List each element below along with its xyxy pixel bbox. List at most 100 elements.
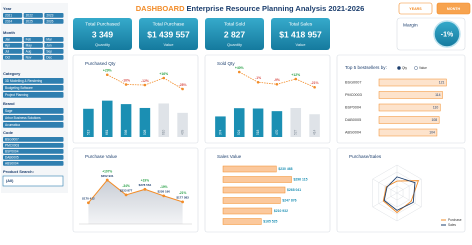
filter-item-label[interactable]: Nov [26, 55, 32, 59]
filter-item-label[interactable]: May [26, 43, 32, 47]
kpi-title: Total Sales [289, 21, 313, 27]
bar [139, 107, 151, 137]
view-button[interactable] [436, 2, 471, 15]
filter-item[interactable] [44, 37, 64, 42]
view-button[interactable] [398, 2, 433, 15]
bar-value-label: 414 [312, 129, 316, 135]
radar-spoke [396, 178, 422, 194]
kpi-card [271, 18, 330, 50]
filter-label: Year [3, 6, 12, 11]
filter-item-label[interactable]: 2022 [26, 13, 33, 17]
filter-item-label[interactable]: Feb [26, 37, 32, 41]
filter-item[interactable] [3, 122, 64, 128]
filter-item-label[interactable]: Project Planning [5, 93, 28, 97]
kpi-value: $1 418 957 [279, 29, 322, 39]
filter-item[interactable] [3, 49, 23, 54]
filter-item-label[interactable]: 2023 [46, 13, 53, 17]
filter-item-label[interactable]: Aug [26, 49, 32, 53]
filter-item-label[interactable]: Acumatica [5, 123, 20, 127]
filter-label: Brand [3, 101, 15, 106]
filter-item-label[interactable]: DAB0005 [5, 155, 19, 159]
filter-item-label[interactable]: Mar [46, 37, 52, 41]
filter-item[interactable] [3, 115, 64, 121]
growth-point [294, 77, 298, 81]
chart-title: Purchased Qty [85, 61, 116, 66]
filter-item-label[interactable]: Arbor Business Solutions [5, 116, 41, 120]
filter-item-label[interactable]: 2025 [26, 19, 33, 23]
filter-item[interactable] [3, 85, 64, 91]
option-label[interactable]: Qty [402, 66, 407, 70]
kpi-unit: Quantity [227, 42, 242, 47]
filter-item-label[interactable]: PMC0003 [5, 143, 19, 147]
kpi-card [73, 18, 132, 50]
filter-item[interactable] [44, 49, 64, 54]
filter-item[interactable] [3, 143, 64, 148]
filter-item-label[interactable]: 2024 [5, 19, 12, 23]
filter-item[interactable] [3, 55, 23, 60]
point [162, 194, 166, 198]
filter-item[interactable] [3, 43, 23, 48]
bar-value-label: 518 [256, 129, 260, 135]
filter-item-label[interactable]: Oct [5, 55, 10, 59]
view-button-label[interactable]: YEARS [409, 7, 422, 11]
filter-item[interactable] [3, 92, 64, 98]
filter-item[interactable] [44, 19, 64, 24]
search-value[interactable]: (All) [6, 179, 14, 183]
filter-item-label[interactable]: BSP0004 [5, 149, 19, 153]
filter-item[interactable] [44, 55, 64, 60]
filter-item[interactable] [3, 161, 64, 166]
filter-item-label[interactable]: Jan [5, 37, 10, 41]
filter-item[interactable] [3, 149, 64, 154]
filter-item[interactable] [3, 78, 64, 84]
view-button-label[interactable]: MONTH [447, 7, 461, 11]
filter-item[interactable] [3, 137, 64, 142]
option-label[interactable]: Value [419, 66, 427, 70]
chart-title: Sales Value [217, 154, 242, 159]
filter-item[interactable] [23, 19, 43, 24]
filter-item-label[interactable]: 3D Modelling & Rendering [5, 79, 42, 83]
growth-label: +29% [103, 69, 112, 73]
filter-item-label[interactable]: Jun [46, 43, 51, 47]
filter-item-label[interactable]: Dec [46, 55, 52, 59]
filter-item[interactable] [23, 55, 43, 60]
filter-item-label[interactable]: BSG0007 [5, 137, 19, 141]
filter-item[interactable] [23, 43, 43, 48]
bar-value-label: 513 [86, 129, 90, 135]
option-radio[interactable] [397, 66, 401, 70]
filter-item[interactable] [23, 37, 43, 42]
filter-item[interactable] [44, 43, 64, 48]
bar [378, 116, 440, 124]
kpi-unit: Value [296, 42, 307, 47]
growth-label: -12% [141, 79, 149, 83]
bar [290, 108, 302, 137]
option-radio[interactable] [414, 66, 418, 70]
change-label: -19% [160, 185, 168, 189]
filter-item[interactable] [3, 13, 23, 18]
filter-item-label[interactable]: 2026 [46, 19, 53, 23]
filter-item[interactable] [3, 19, 23, 24]
filter-item-label[interactable]: Sage [5, 109, 13, 113]
filter-item-label[interactable]: 2021 [5, 13, 12, 17]
filter-item[interactable] [23, 13, 43, 18]
growth-label: +12% [291, 73, 300, 77]
bar-value-label: 104 [429, 131, 435, 135]
bar [222, 176, 292, 183]
filter-item[interactable] [3, 37, 23, 42]
filter-item[interactable] [44, 13, 64, 18]
bar [378, 128, 438, 137]
point [181, 200, 184, 204]
point-value-label: $233 877 [120, 189, 133, 193]
filter-item[interactable] [23, 49, 43, 54]
filter-item-label[interactable]: Jul [5, 49, 9, 53]
growth-label: +16% [159, 72, 168, 76]
filter-item[interactable] [3, 155, 64, 160]
filter-item-label[interactable]: Budgeting Software [5, 86, 33, 90]
filter-item-label[interactable]: Sep [46, 49, 52, 53]
bar-value-label: 527 [294, 129, 298, 135]
filter-item-label[interactable]: Apr [5, 43, 11, 47]
radar-spoke [372, 192, 398, 208]
search-box[interactable] [2, 175, 64, 187]
filter-item-label[interactable]: ABS0004 [5, 161, 19, 165]
filter-item[interactable] [3, 108, 64, 114]
